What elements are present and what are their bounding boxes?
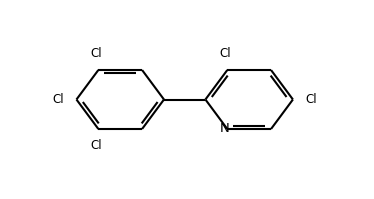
Text: Cl: Cl (219, 47, 231, 60)
Text: Cl: Cl (52, 93, 64, 106)
Text: N: N (220, 122, 230, 136)
Text: Cl: Cl (90, 139, 102, 152)
Text: Cl: Cl (306, 93, 318, 106)
Text: Cl: Cl (90, 47, 102, 60)
